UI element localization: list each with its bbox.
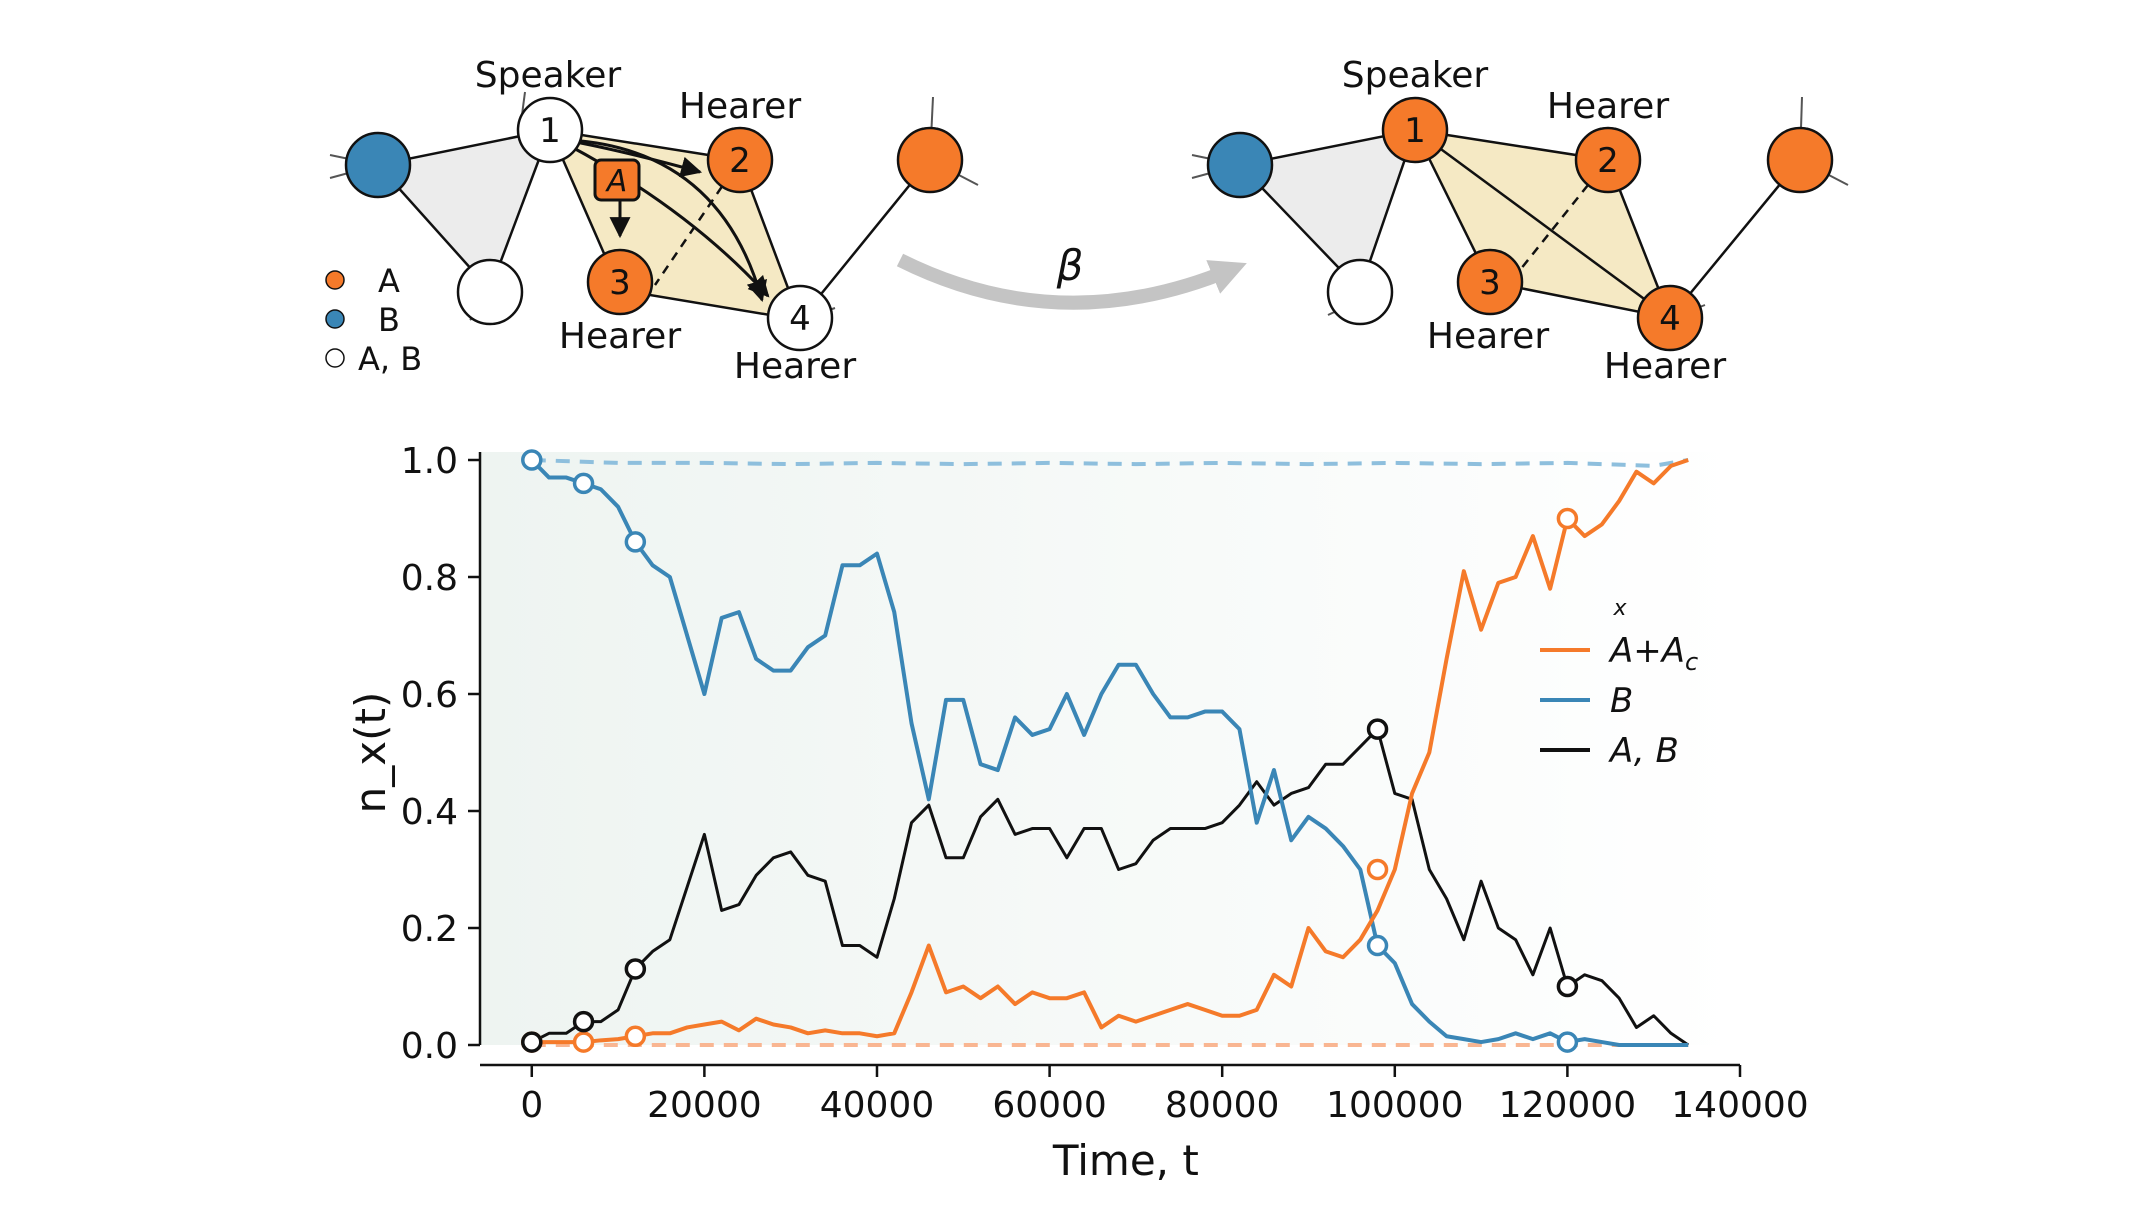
message-box: [593, 158, 641, 202]
node-3-after: [1456, 248, 1524, 316]
hearer-4-label-after: Hearer: [1604, 346, 1726, 387]
grey-triangle: [378, 130, 550, 290]
node-1-number: 1: [539, 111, 561, 151]
legend-label-2: A, B: [1608, 731, 1679, 771]
x-tick-label-5: 100000: [1326, 1085, 1463, 1126]
series-1-marker-0: [521, 449, 543, 471]
hearer-2-label-before: Hearer: [679, 86, 801, 127]
series-2-marker-4: [1556, 975, 1579, 998]
legend-title: x: [1612, 596, 1627, 621]
x-tick-label-2: 40000: [820, 1085, 935, 1126]
beta-label: β: [1056, 241, 1084, 290]
time-series-chart: 0.0 0.2 0.4 0.6 0.8 1.0 0 20000 40000 60000 80000 1…: [346, 441, 1809, 1185]
x-tick-label-1: 20000: [647, 1085, 762, 1126]
grey-triangle-after: [1240, 130, 1415, 290]
reference-line-0: [531, 458, 1689, 468]
node-4-before: [766, 284, 834, 352]
node-4-number: 4: [789, 299, 811, 339]
speaker-label-before: Speaker: [475, 55, 622, 96]
x-axis-label: Time, t: [1052, 1136, 1199, 1185]
legend-b-dot: [325, 309, 345, 329]
x-tick-label-7: 140000: [1671, 1085, 1808, 1126]
x-tick-label-4: 80000: [1165, 1085, 1280, 1126]
x-tick-label-0: 0: [520, 1085, 543, 1126]
node-1-after: [1381, 96, 1449, 164]
series-1-marker-1: [572, 472, 595, 495]
chart-legend: x A+Ac B A, B: [1540, 596, 1698, 771]
legend-a-label: A: [378, 262, 400, 300]
node-2-before: [706, 126, 774, 194]
node-3-number-after: 3: [1479, 263, 1501, 303]
y-tick-label-4: 0.8: [401, 558, 458, 599]
y-axis-label: n_x(t): [346, 692, 395, 814]
series-1-marker-4: [1556, 1031, 1579, 1053]
series-1-marker-3: [1366, 934, 1389, 957]
node-2-number-after: 2: [1597, 141, 1619, 181]
series-0-marker-1: [572, 1031, 595, 1053]
series-0-marker-4: [1556, 507, 1579, 530]
legend-label-1: B: [1610, 681, 1633, 721]
legend-a-dot: [325, 270, 345, 290]
y-tick-label-3: 0.6: [401, 675, 458, 716]
series-1-marker-2: [624, 531, 647, 553]
series-2-marker-3: [1366, 718, 1389, 740]
node-b-left: [344, 131, 412, 199]
axes: 0.0 0.2 0.4 0.6 0.8 1.0 0 20000 40000 60000 80000 1…: [401, 441, 1809, 1126]
network-after: 1 2 3 4 Speaker Hearer Hearer Hearer: [1191, 55, 1849, 387]
node-3-before: [586, 248, 654, 316]
node-ab-left-after: [1326, 258, 1394, 326]
node-2-number: 2: [729, 141, 751, 181]
series-2-marker-0: [521, 1031, 543, 1053]
node-a-right-before: [896, 126, 964, 194]
x-tick-label-3: 60000: [992, 1085, 1107, 1126]
message-label: A: [605, 164, 628, 199]
node-4-after: [1636, 284, 1704, 352]
plot-background: [480, 452, 1740, 1045]
series-0-marker-3: [1366, 858, 1389, 881]
node-b-left-after: [1206, 131, 1274, 199]
series-line-1: [530, 458, 1689, 1047]
x-tick-label-6: 120000: [1499, 1085, 1636, 1126]
hearer-3-label-after: Hearer: [1427, 316, 1549, 357]
node-ab-left: [456, 258, 524, 326]
y-tick-label-1: 0.2: [401, 909, 458, 950]
legend-label-0: A+Ac: [1608, 631, 1698, 676]
network-before: A 1 2 3 4 Speaker Hearer Hearer Hearer: [329, 55, 979, 387]
y-tick-label-0: 0.0: [401, 1026, 458, 1067]
node-1-before: [516, 96, 584, 164]
series-0-marker-2: [624, 1025, 647, 1047]
series-line-2: [531, 727, 1690, 1047]
hearer-4-label-before: Hearer: [734, 346, 856, 387]
series-lines: [530, 458, 1690, 1047]
state-legend: A B A, B: [325, 262, 422, 378]
series-markers: [521, 449, 1579, 1053]
legend-ab-dot: [325, 348, 345, 368]
node-1-number-after: 1: [1404, 111, 1426, 151]
reference-lines: [531, 458, 1689, 1047]
speaker-label-after: Speaker: [1342, 55, 1489, 96]
node-2-after: [1574, 126, 1642, 194]
node-3-number: 3: [609, 263, 631, 303]
series-line-0: [531, 458, 1689, 1045]
y-tick-label-5: 1.0: [401, 441, 458, 482]
series-2-marker-1: [572, 1010, 595, 1033]
node-a-right-after: [1766, 126, 1834, 194]
node-4-number-after: 4: [1659, 299, 1681, 339]
hearer-2-label-after: Hearer: [1547, 86, 1669, 127]
y-tick-label-2: 0.4: [401, 792, 458, 833]
transition-arrow: β: [896, 241, 1247, 310]
series-2-marker-2: [624, 958, 647, 980]
legend-b-label: B: [378, 301, 400, 339]
legend-ab-label: A, B: [358, 340, 422, 378]
hearer-3-label-before: Hearer: [559, 316, 681, 357]
